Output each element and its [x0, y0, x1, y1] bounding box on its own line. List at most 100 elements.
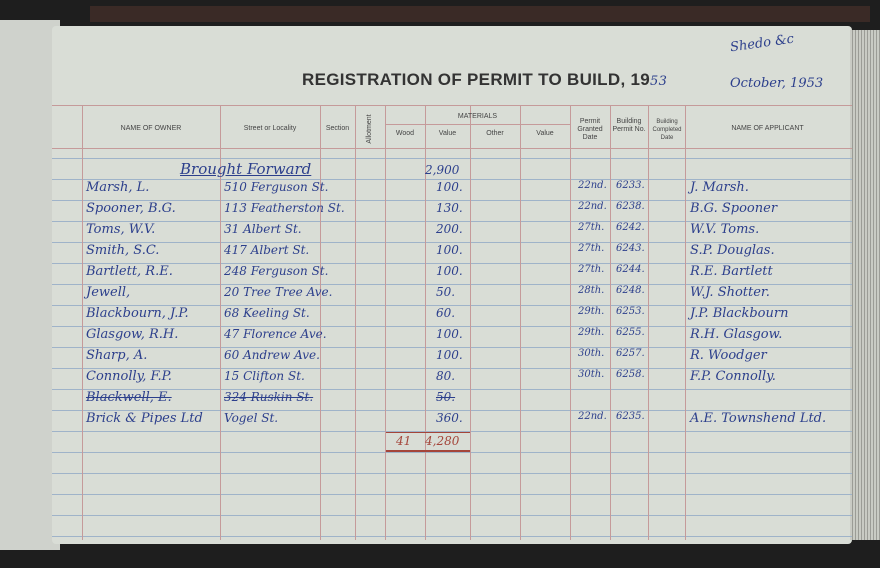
cell-street: 510 Ferguson St. — [224, 180, 329, 194]
cell-street: 47 Florence Ave. — [224, 327, 327, 341]
cell-value: 100. — [436, 348, 463, 362]
col-section: Section — [325, 125, 350, 132]
column-rule — [82, 105, 83, 540]
cell-date: 30th. — [578, 348, 605, 359]
col-granted: Permit Granted Date — [577, 118, 603, 141]
ruled-line — [52, 452, 852, 453]
cell-date: 29th. — [578, 306, 605, 317]
cell-owner: Sharp, A. — [86, 348, 148, 363]
cell-owner: Blackwell, E. — [86, 390, 172, 405]
ruled-line — [52, 221, 852, 222]
cell-value: 100. — [436, 180, 463, 194]
cell-date: 22nd. — [578, 411, 607, 422]
cell-street: 15 Clifton St. — [224, 369, 305, 383]
ruled-line — [52, 158, 852, 159]
cell-owner: Glasgow, R.H. — [86, 327, 179, 342]
col-permit-no: Building Permit No. — [612, 118, 646, 133]
cell-applicant: W.V. Toms. — [690, 222, 760, 237]
cell-street: 113 Featherston St. — [224, 201, 345, 215]
cell-date: 28th. — [578, 285, 605, 296]
column-rule — [570, 105, 571, 540]
ruled-line — [52, 368, 852, 369]
cell-street: 417 Albert St. — [224, 243, 310, 257]
col-materials: MATERIALS — [457, 113, 498, 120]
cell-street: 68 Keeling St. — [224, 306, 310, 320]
cell-permit: 6233. — [616, 180, 645, 191]
cell-owner: Spooner, B.G. — [86, 201, 176, 216]
column-rule — [220, 105, 221, 540]
ruled-line — [52, 148, 852, 149]
column-rule — [648, 105, 649, 540]
column-rule — [385, 105, 386, 540]
cell-street: 248 Ferguson St. — [224, 264, 329, 278]
ruled-line — [52, 410, 852, 411]
cell-applicant: F.P. Connolly. — [690, 369, 776, 384]
cell-applicant: R.E. Bartlett — [690, 264, 773, 279]
ruled-line — [52, 431, 852, 432]
cell-applicant: R. Woodger — [690, 348, 767, 363]
cell-permit: 6255. — [616, 327, 645, 338]
column-rule — [610, 105, 611, 540]
col-allotment: Allotment — [366, 114, 373, 144]
cell-street: 31 Albert St. — [224, 222, 302, 236]
cell-owner: Jewell, — [86, 285, 131, 300]
column-rule — [425, 105, 426, 540]
col-applicant: NAME OF APPLICANT — [731, 125, 804, 132]
cell-value: 60. — [436, 306, 456, 320]
ruled-line — [52, 347, 852, 348]
cell-value: 200. — [436, 222, 463, 236]
page-title: REGISTRATION OF PERMIT TO BUILD, 1953 — [302, 70, 668, 89]
cell-street: 20 Tree Tree Ave. — [224, 285, 333, 299]
cell-date: 29th. — [578, 327, 605, 338]
cell-owner: Connolly, F.P. — [86, 369, 172, 384]
cell-date: 27th. — [578, 222, 605, 233]
col-completed: Building Completed Date — [652, 119, 682, 141]
cell-value: 100. — [436, 327, 463, 341]
cell-applicant: W.J. Shotter. — [690, 285, 770, 300]
cell-permit: 6253. — [616, 306, 645, 317]
cell-street: Vogel St. — [224, 411, 279, 425]
col-street: Street or Locality — [243, 125, 297, 132]
cell-date: 27th. — [578, 243, 605, 254]
cell-permit: 6242. — [616, 222, 645, 233]
cell-applicant: J.P. Blackbourn — [690, 306, 789, 321]
page-stack-edge — [850, 30, 880, 540]
cell-value: 80. — [436, 369, 456, 383]
cell-owner: Bartlett, R.E. — [86, 264, 173, 279]
ruled-line — [52, 473, 852, 474]
cell-owner: Smith, S.C. — [86, 243, 160, 258]
column-rule — [520, 105, 521, 540]
column-rule — [470, 105, 471, 540]
cell-value: 50. — [436, 285, 456, 299]
cell-permit: 6257. — [616, 348, 645, 359]
materials-rule — [385, 124, 570, 125]
cell-permit: 6243. — [616, 243, 645, 254]
col-value2: Value — [536, 130, 554, 137]
col-other: Other — [486, 130, 504, 137]
cell-value: 100. — [436, 264, 463, 278]
book-cover-top — [90, 6, 870, 22]
ruled-line — [52, 263, 852, 264]
month-note: October, 1953 — [730, 76, 824, 91]
ruled-line — [52, 326, 852, 327]
cell-owner: Toms, W.V. — [86, 222, 156, 237]
cell-applicant: A.E. Townshend Ltd. — [690, 411, 827, 426]
brought-forward-label: Brought Forward — [180, 160, 312, 178]
ruled-line — [52, 494, 852, 495]
ruled-line — [52, 284, 852, 285]
cell-date: 22nd. — [578, 180, 607, 191]
cell-applicant: B.G. Spooner — [690, 201, 778, 216]
cell-owner: Brick & Pipes Ltd — [86, 411, 203, 426]
col-value1: Value — [438, 130, 457, 137]
cell-permit: 6235. — [616, 411, 645, 422]
cell-date: 27th. — [578, 264, 605, 275]
cell-applicant: R.H. Glasgow. — [690, 327, 783, 342]
ruled-line — [52, 305, 852, 306]
ledger-page — [52, 26, 852, 544]
cell-street: 60 Andrew Ave. — [224, 348, 320, 362]
total-rule — [386, 432, 470, 433]
ruled-line — [52, 515, 852, 516]
cell-date: 22nd. — [578, 201, 607, 212]
col-wood: Wood — [395, 130, 415, 137]
cell-permit: 6238. — [616, 201, 645, 212]
